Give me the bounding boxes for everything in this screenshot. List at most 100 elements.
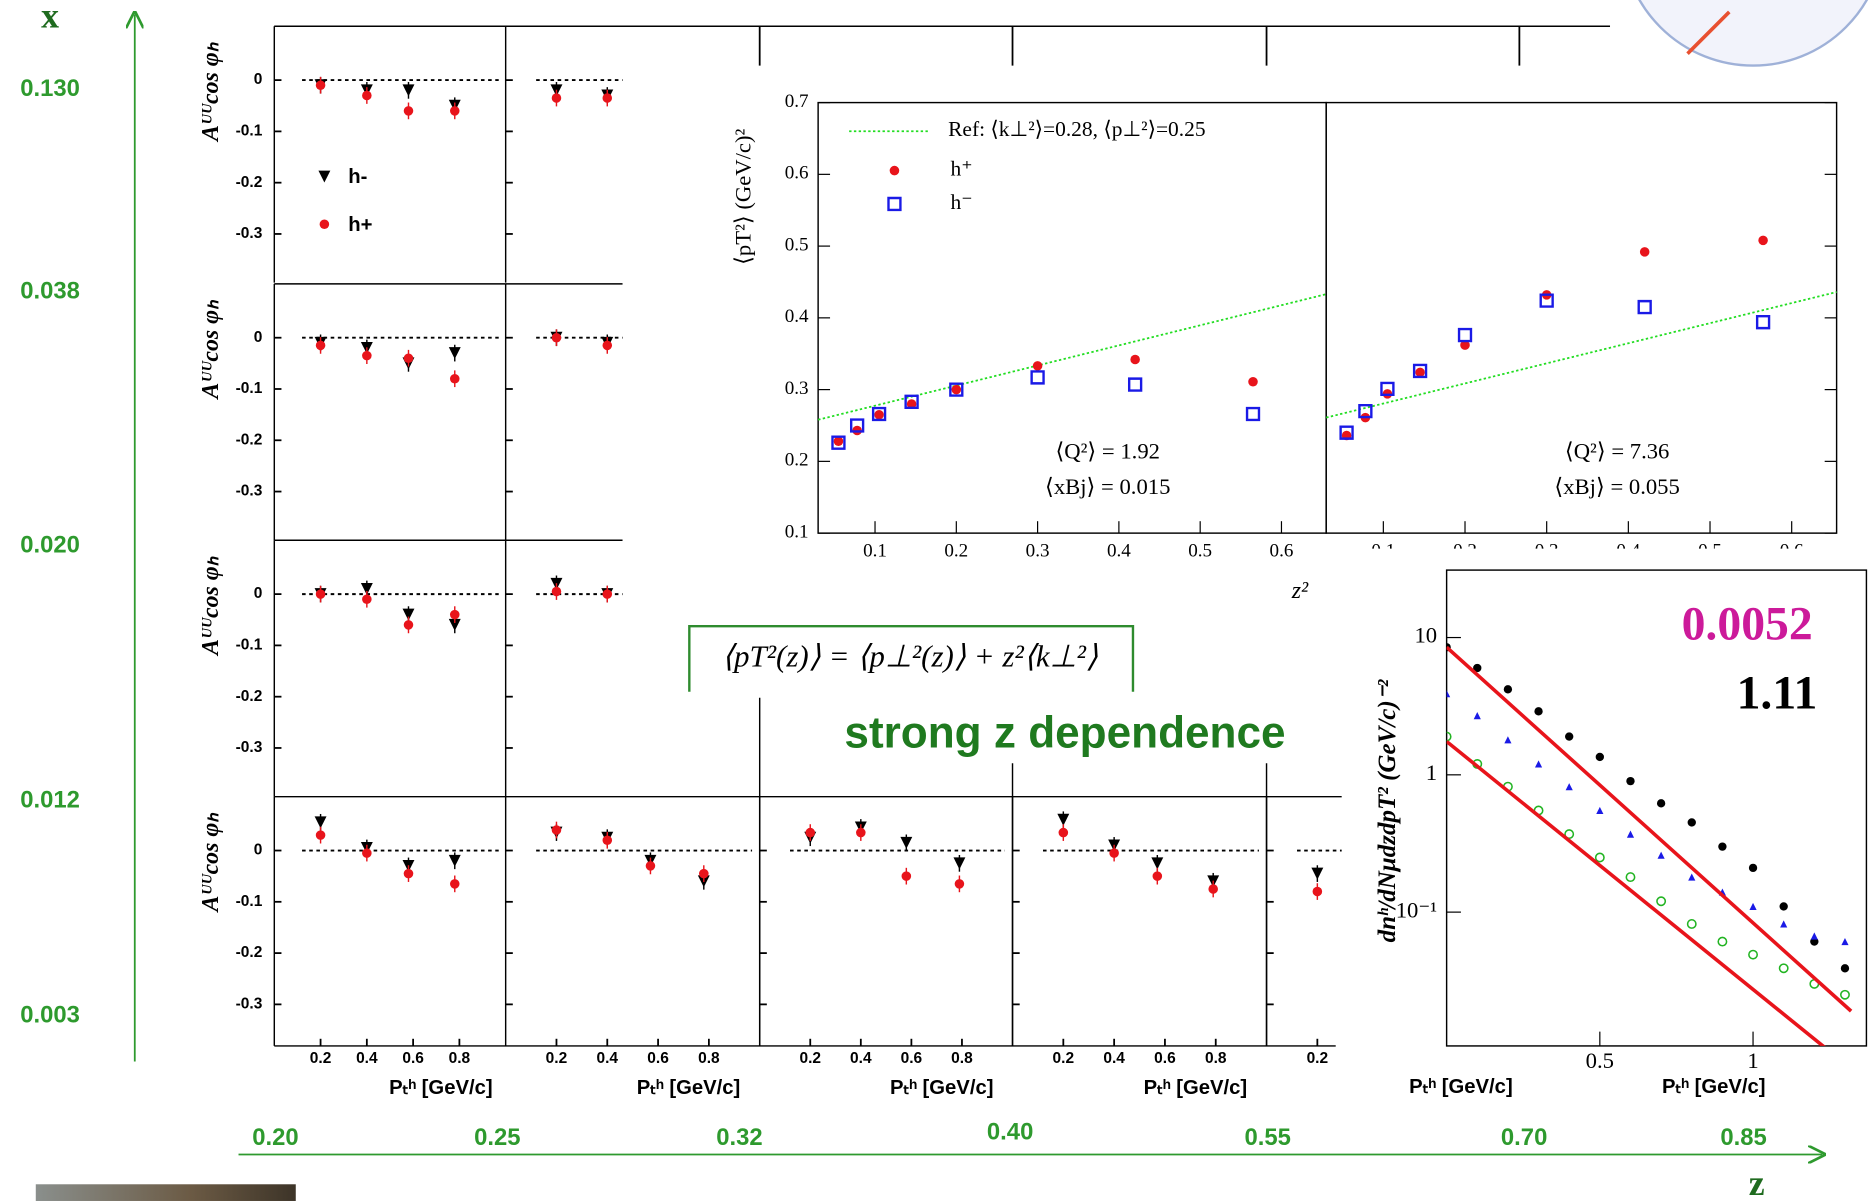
y-tick-label: 0.1 — [785, 521, 809, 542]
logo — [1638, 0, 1869, 67]
data-point — [871, 406, 887, 422]
fit-line — [1446, 740, 1826, 1046]
data-point — [1595, 752, 1605, 762]
data-point — [402, 608, 415, 621]
data-point — [362, 594, 372, 605]
y-axis-label: ⟨pT²⟩ (GeV/c)² — [731, 128, 756, 264]
data-point — [551, 586, 562, 597]
x-tick-label: 0.5 — [1586, 1048, 1614, 1073]
data-point — [1639, 247, 1650, 257]
data-point — [1637, 299, 1652, 315]
data-point — [551, 332, 562, 343]
legend-label: h- — [348, 166, 367, 188]
y-axis-label: dnʰ/dNμdzdpT² (GeV/c)⁻² — [1374, 679, 1401, 942]
x-tick-label: 0.6 — [647, 1050, 669, 1067]
data-point — [1687, 818, 1696, 827]
x-bin-label: 0.130 — [20, 75, 80, 102]
annotation: ⟨xBj⟩ = 0.055 — [1554, 474, 1679, 499]
data-point — [1565, 783, 1573, 791]
x-tick-label: 0.8 — [698, 1050, 720, 1067]
x-axis-label: Pₜʰ [GeV/c] — [637, 1077, 741, 1099]
y-tick-label: -0.2 — [236, 688, 263, 705]
y-tick-label: 0 — [254, 842, 263, 859]
y-tick-label: 10⁻¹ — [1396, 897, 1437, 922]
data-point — [602, 589, 613, 599]
data-point — [1596, 806, 1604, 815]
data-point — [1594, 852, 1605, 863]
formula: ⟨pT²(z)⟩ = ⟨p⊥²(z)⟩ + z²⟨k⊥²⟩ — [722, 639, 1098, 674]
plot-area — [1446, 643, 1853, 1046]
y-tick-label: 0.4 — [785, 306, 809, 327]
x-tick-label: 0.1 — [863, 541, 887, 562]
x-tick-label: 0.2 — [1053, 1050, 1075, 1067]
data-point — [1565, 732, 1574, 741]
data-point — [1311, 867, 1324, 880]
z-bin-label: 0.40 — [987, 1118, 1033, 1145]
data-point — [315, 340, 326, 351]
grid-column-lines — [758, 697, 1268, 1046]
data-point — [1779, 902, 1788, 911]
yield-chart: 10 1 10⁻¹ 0.5 1 0.0052 1.11 dnʰ/dNμdzdpT² (GeV/… — [1374, 569, 1868, 1098]
y-tick-label: 1 — [1426, 760, 1437, 785]
x-bin-label: 0.003 — [20, 1001, 80, 1028]
data-point — [1755, 315, 1771, 330]
y-tick-label: -0.1 — [236, 122, 263, 139]
y-tick-label: -0.3 — [236, 483, 263, 500]
data-point — [1625, 872, 1636, 883]
y-tick-label: 0.6 — [785, 163, 809, 184]
z-bin-label: 0.25 — [474, 1124, 520, 1151]
data-point — [1446, 690, 1451, 698]
data-point — [1057, 813, 1070, 826]
data-point — [904, 394, 919, 409]
z-bin-label: 0.85 — [1720, 1124, 1766, 1151]
x-tick-label: 0.2 — [799, 1050, 821, 1067]
legend-label: h⁻ — [951, 190, 973, 214]
y-tick-label: -0.1 — [236, 380, 263, 397]
data-point — [1657, 851, 1665, 859]
x-axis-label: Pₜʰ [GeV/c] — [1144, 1077, 1248, 1099]
data-point — [1778, 963, 1789, 974]
x-axis-label: Pₜʰ [GeV/c] — [1409, 1076, 1513, 1098]
data-point — [1503, 685, 1513, 694]
data-point — [900, 836, 913, 849]
x-tick-label: 0.4 — [596, 1050, 618, 1067]
data-point — [1688, 873, 1696, 881]
x-tick-label: 0.6 — [901, 1050, 923, 1067]
data-point — [318, 170, 331, 183]
data-point — [1626, 776, 1635, 786]
x-tick-label: 0.8 — [449, 1050, 471, 1067]
data-point — [699, 868, 709, 879]
y-tick-label: 0.5 — [785, 234, 809, 255]
x-tick-label: 0.3 — [1026, 541, 1050, 562]
x-tick-label: 0.4 — [356, 1050, 378, 1067]
data-point — [953, 857, 966, 870]
x-bin-label: 0.020 — [20, 532, 80, 559]
frame-ticks — [758, 26, 1521, 66]
data-point — [1472, 759, 1483, 769]
data-point — [602, 835, 613, 846]
data-point — [1358, 403, 1373, 419]
data-point — [856, 827, 866, 838]
x-tick-label: 0.6 — [402, 1050, 424, 1067]
data-point — [1030, 370, 1045, 385]
z-axis-name: z — [1749, 1163, 1765, 1201]
reference-line — [1325, 291, 1837, 419]
x-tick-label: 0.4 — [850, 1050, 872, 1067]
data-point — [314, 816, 327, 829]
annotation: ⟨xBj⟩ = 0.015 — [1045, 474, 1170, 499]
x-tick-label: 0.8 — [951, 1050, 973, 1067]
data-point — [602, 93, 613, 103]
data-point — [1208, 884, 1218, 894]
x-tick-label: 0.2 — [310, 1050, 332, 1067]
legend-label: h⁺ — [951, 156, 973, 180]
data-point — [1151, 857, 1164, 870]
data-point — [449, 373, 460, 384]
x-axis-label: Pₜʰ [GeV/c] — [1662, 1076, 1766, 1098]
data-point — [1717, 936, 1728, 947]
data-point — [887, 196, 902, 212]
data-point — [1534, 760, 1543, 768]
y-tick-label: -0.2 — [236, 174, 263, 191]
data-point — [833, 436, 844, 447]
y-axis-label: Aᵁᵁcos φₕ — [198, 299, 224, 401]
data-point — [1380, 381, 1395, 397]
